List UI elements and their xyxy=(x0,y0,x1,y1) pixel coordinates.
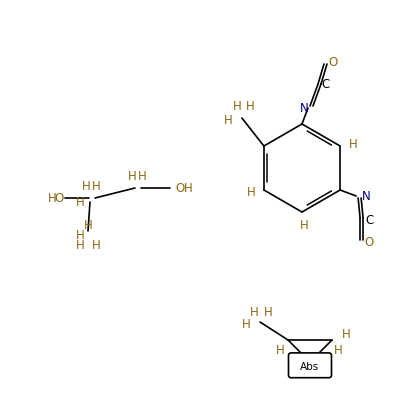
Text: C: C xyxy=(321,78,329,90)
Text: H: H xyxy=(249,305,258,319)
Text: H: H xyxy=(91,238,100,252)
FancyBboxPatch shape xyxy=(288,353,331,378)
Text: H: H xyxy=(232,99,241,113)
Text: H: H xyxy=(241,318,250,330)
Text: H: H xyxy=(183,182,192,194)
Text: H: H xyxy=(333,344,342,356)
Text: H: H xyxy=(75,238,84,252)
Text: O: O xyxy=(328,55,337,69)
Text: H: H xyxy=(81,180,90,192)
Text: H: H xyxy=(75,229,84,242)
Text: H: H xyxy=(137,169,146,182)
Text: H: H xyxy=(127,169,136,182)
Text: Abs: Abs xyxy=(300,362,319,372)
Text: O: O xyxy=(364,236,373,249)
Text: O: O xyxy=(54,192,63,205)
Text: N: N xyxy=(299,102,308,115)
Text: C: C xyxy=(364,213,372,226)
Text: H: H xyxy=(75,196,84,208)
Text: H: H xyxy=(299,219,308,231)
Text: N: N xyxy=(361,189,370,203)
Text: H: H xyxy=(246,185,255,199)
Text: H: H xyxy=(47,192,56,205)
Text: H: H xyxy=(341,328,350,340)
Text: H: H xyxy=(223,113,232,127)
Text: H: H xyxy=(275,344,284,356)
Text: H: H xyxy=(83,219,92,231)
Text: H: H xyxy=(245,99,254,113)
Text: H: H xyxy=(91,180,100,192)
Text: O: O xyxy=(175,182,184,194)
Text: H: H xyxy=(263,305,272,319)
Text: H: H xyxy=(348,138,356,150)
